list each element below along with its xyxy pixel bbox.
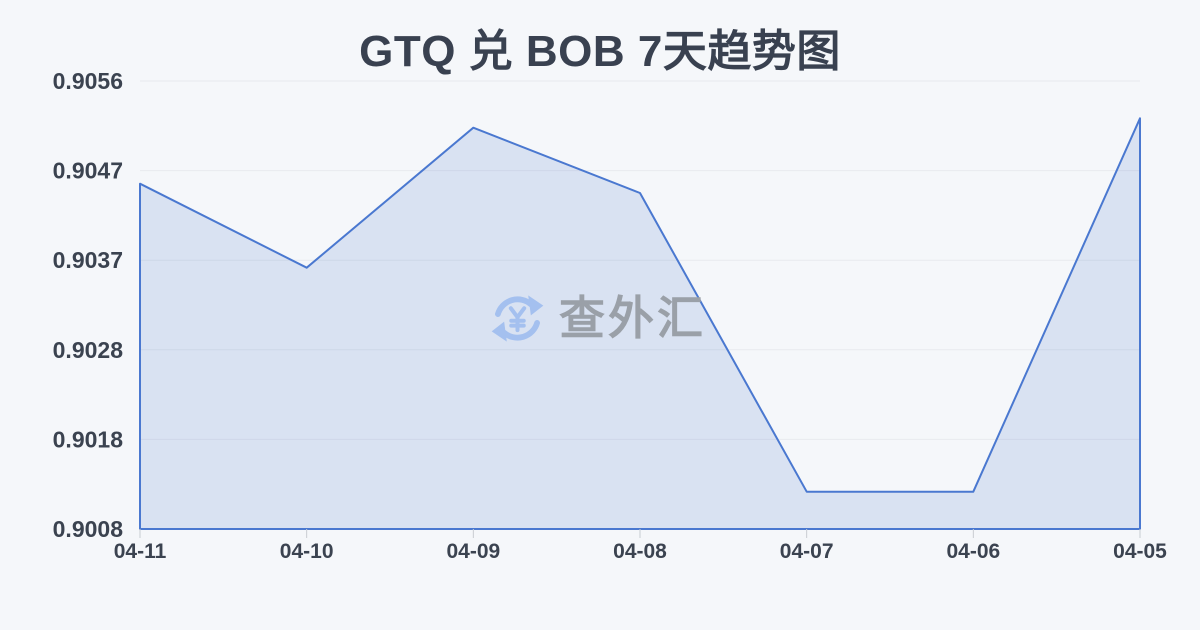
exchange-arrow-top [495, 295, 534, 317]
x-axis-label: 04-05 [1113, 540, 1167, 563]
exchange-arrow-bottom [501, 319, 540, 341]
x-axis-label: 04-09 [446, 540, 500, 563]
x-axis-label: 04-08 [613, 540, 667, 563]
x-axis-label: 04-11 [114, 540, 167, 563]
yen-glyph [508, 305, 527, 332]
y-axis-label: 0.9056 [53, 68, 123, 94]
x-axis-label: 04-07 [780, 540, 834, 563]
exchange-arrowhead-bottom [491, 321, 507, 342]
y-axis-label: 0.9028 [53, 337, 124, 363]
currency-exchange-icon [491, 294, 544, 342]
exchange-arrowhead-top [528, 294, 544, 315]
y-axis-label: 0.9047 [53, 158, 123, 184]
x-axis-label: 04-10 [280, 540, 334, 563]
x-axis-label: 04-06 [946, 540, 1000, 563]
watermark-text: 查外汇 [559, 292, 706, 344]
y-axis-label: 0.9008 [53, 516, 124, 542]
area-series [139, 117, 1141, 530]
y-axis-label: 0.9018 [53, 426, 124, 452]
y-axis-label: 0.9037 [53, 247, 123, 273]
watermark: 查外汇 [489, 289, 706, 347]
chart-title: GTQ 兑 BOB 7天趋势图 [359, 27, 841, 76]
